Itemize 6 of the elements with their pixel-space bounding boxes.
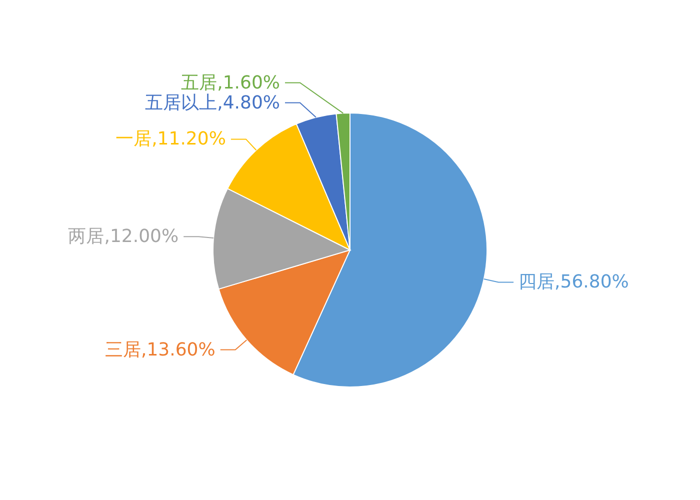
slice-label: 两居,12.00%: [68, 226, 179, 248]
slice-label: 五居以上,4.80%: [145, 92, 280, 114]
slice-label: 四居,56.80%: [518, 272, 629, 293]
slice-label: 三居,13.60%: [104, 339, 216, 360]
slice-label: 一居,11.20%: [116, 128, 226, 150]
slice-label: 五居,1.60%: [181, 72, 280, 94]
